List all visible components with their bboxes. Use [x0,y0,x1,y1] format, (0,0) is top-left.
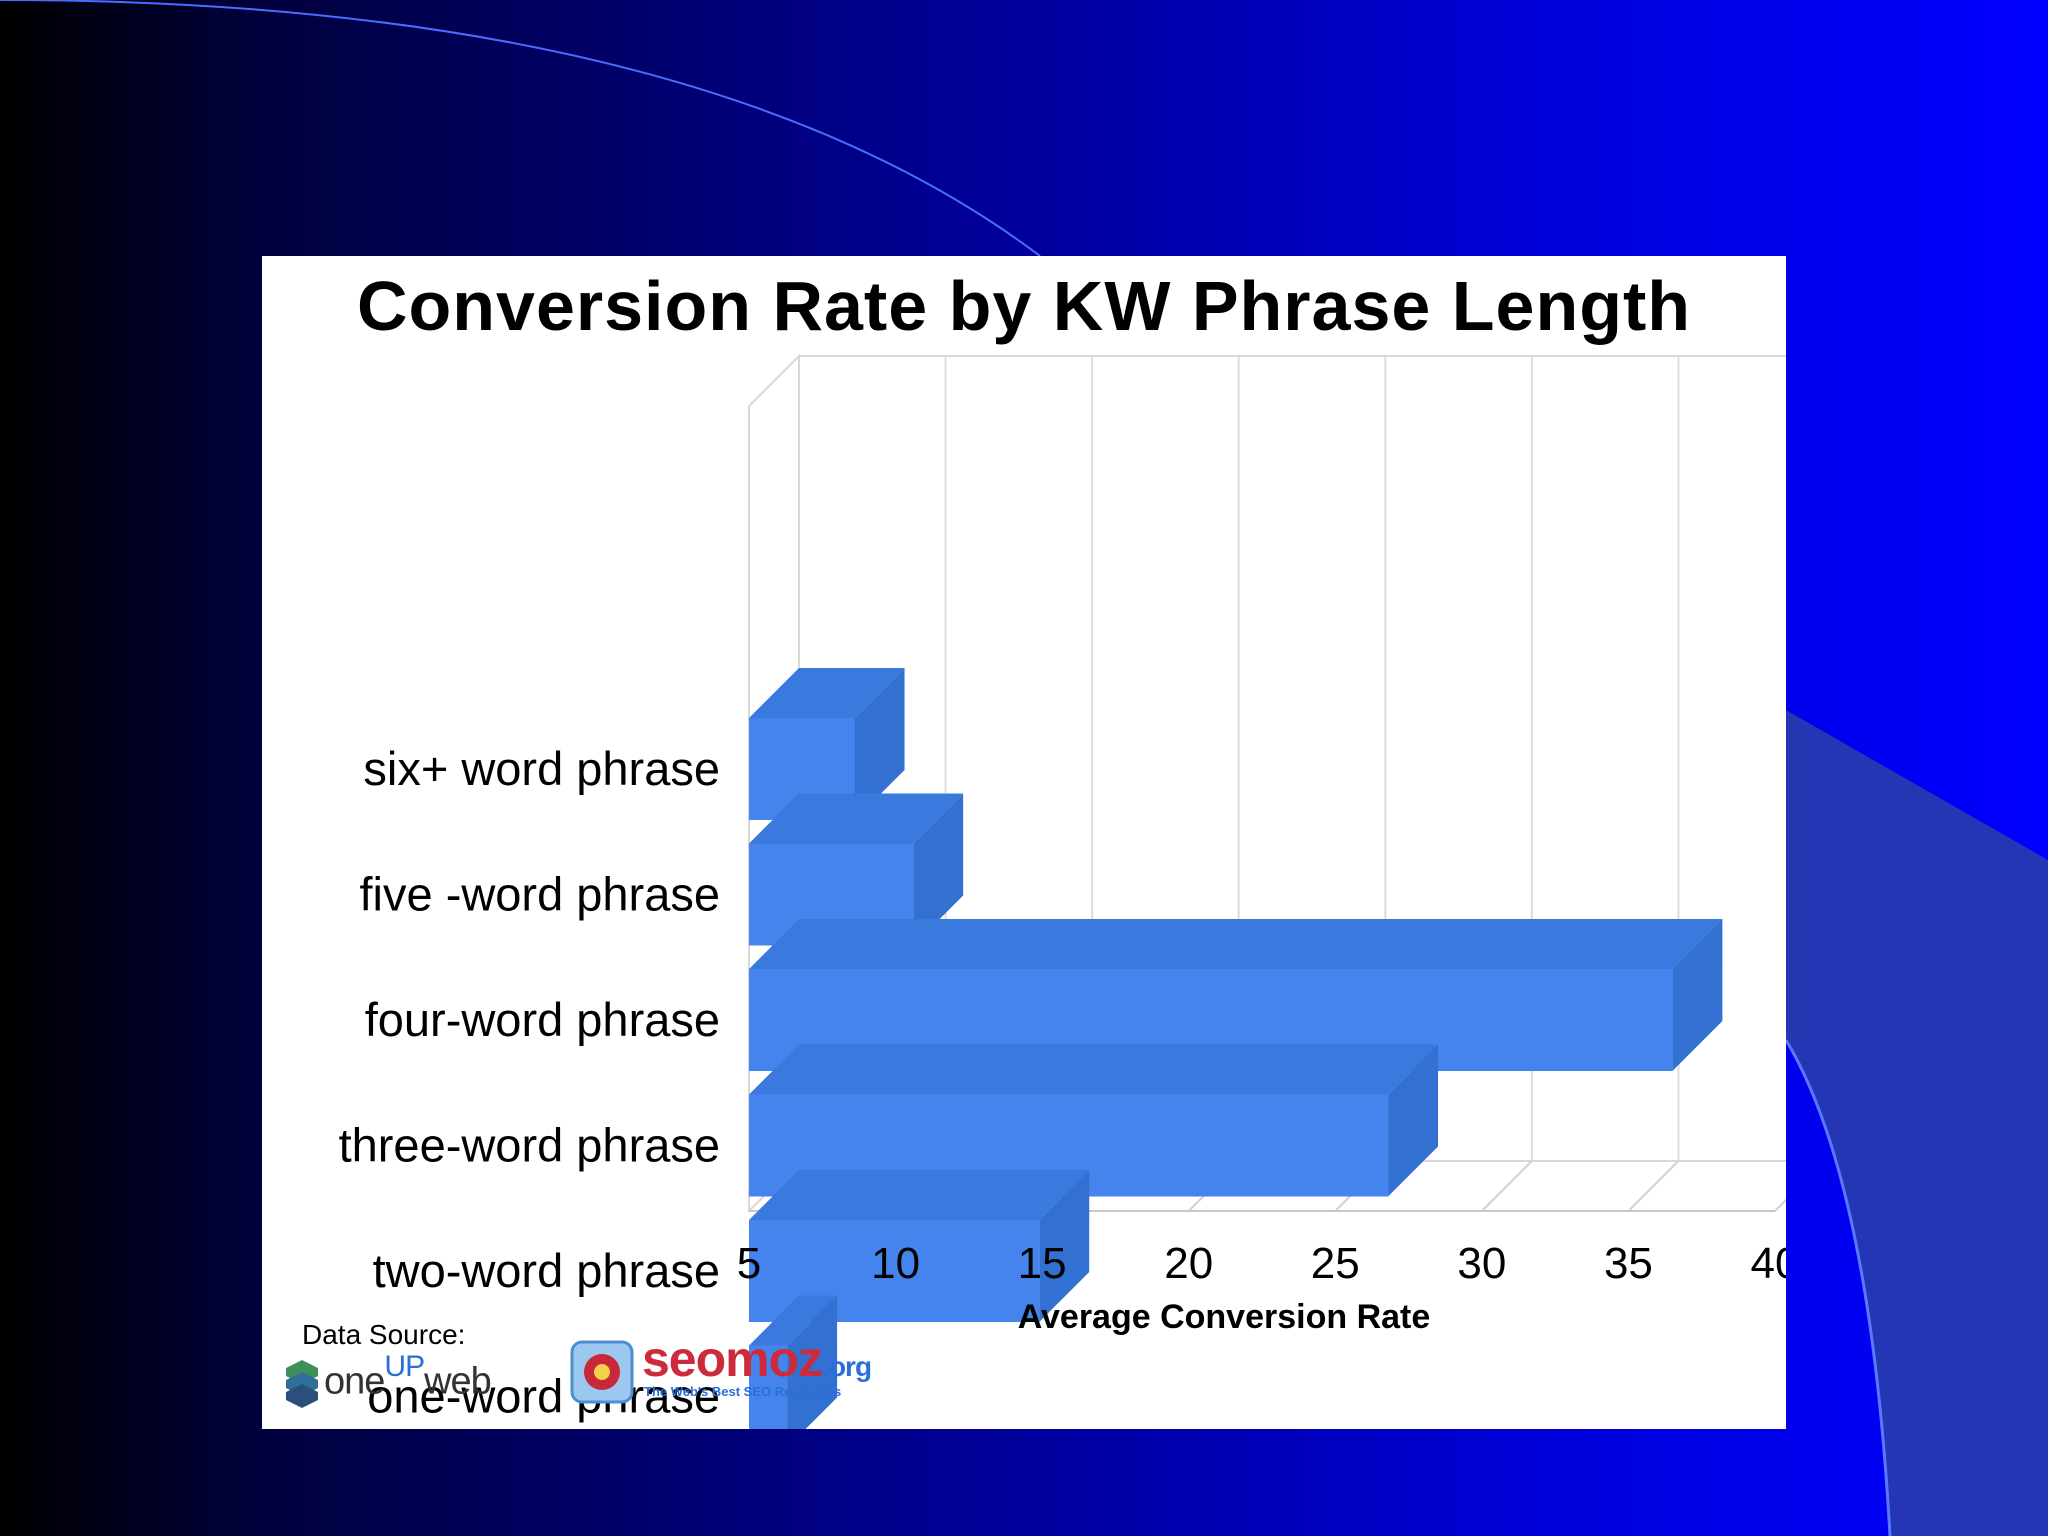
category-label: three-word phrase [339,1119,720,1172]
seomoz-tagline: The Web's Best SEO Resources [644,1384,842,1399]
chart-panel: Conversion Rate by KW Phrase Length six+… [262,256,1786,1429]
x-axis-title: Average Conversion Rate [1018,1298,1431,1336]
x-tick-label: 10 [871,1239,920,1288]
x-tick-label: 25 [1311,1239,1360,1288]
background-arc-right [1784,1039,1892,1536]
bar-side [1388,1044,1439,1197]
bar-side [1672,919,1723,1071]
bar-top [749,1295,838,1346]
category-label: one-word phrase [367,1370,720,1423]
x-tick-label: 30 [1457,1239,1506,1288]
bar-top [749,919,1723,969]
category-label: four-word phrase [365,993,720,1046]
bar-top [749,1044,1439,1095]
background-arc-top [0,0,1041,257]
background-swoosh [1786,710,2048,1536]
bar-side [1039,1170,1090,1322]
seomoz-logo-icon [570,1340,634,1404]
seomoz-logo: seomoz.org [642,1331,872,1387]
data-source-label: Data Source: [302,1319,466,1350]
bar-side [854,668,905,820]
bar-top [749,668,905,718]
floor-line [1774,1198,1786,1212]
chart-title: Conversion Rate by KW Phrase Length [356,267,1692,345]
x-tick-label: 40 [1751,1239,1786,1288]
category-label: two-word phrase [373,1244,720,1297]
floor-line [1481,1160,1533,1212]
bar-chart: six+ word phrase five -word phrase four-wo… [339,353,1786,1429]
bar-side [913,793,964,946]
oneupweb-logo-icon [286,1360,318,1408]
bar-top [749,793,964,844]
bar [749,1345,788,1429]
x-tick-label: 35 [1604,1239,1653,1288]
x-tick-label: 15 [1018,1239,1067,1288]
floor-line [1627,1160,1680,1212]
category-label: five -word phrase [360,868,721,921]
oneupweb-logo: oneUPweb [324,1350,492,1403]
category-label: six+ word phrase [363,742,720,795]
x-tick-label: 20 [1164,1239,1213,1288]
x-tick-label: 5 [737,1239,761,1288]
bar-side [787,1295,838,1429]
bar-top [749,1170,1090,1220]
